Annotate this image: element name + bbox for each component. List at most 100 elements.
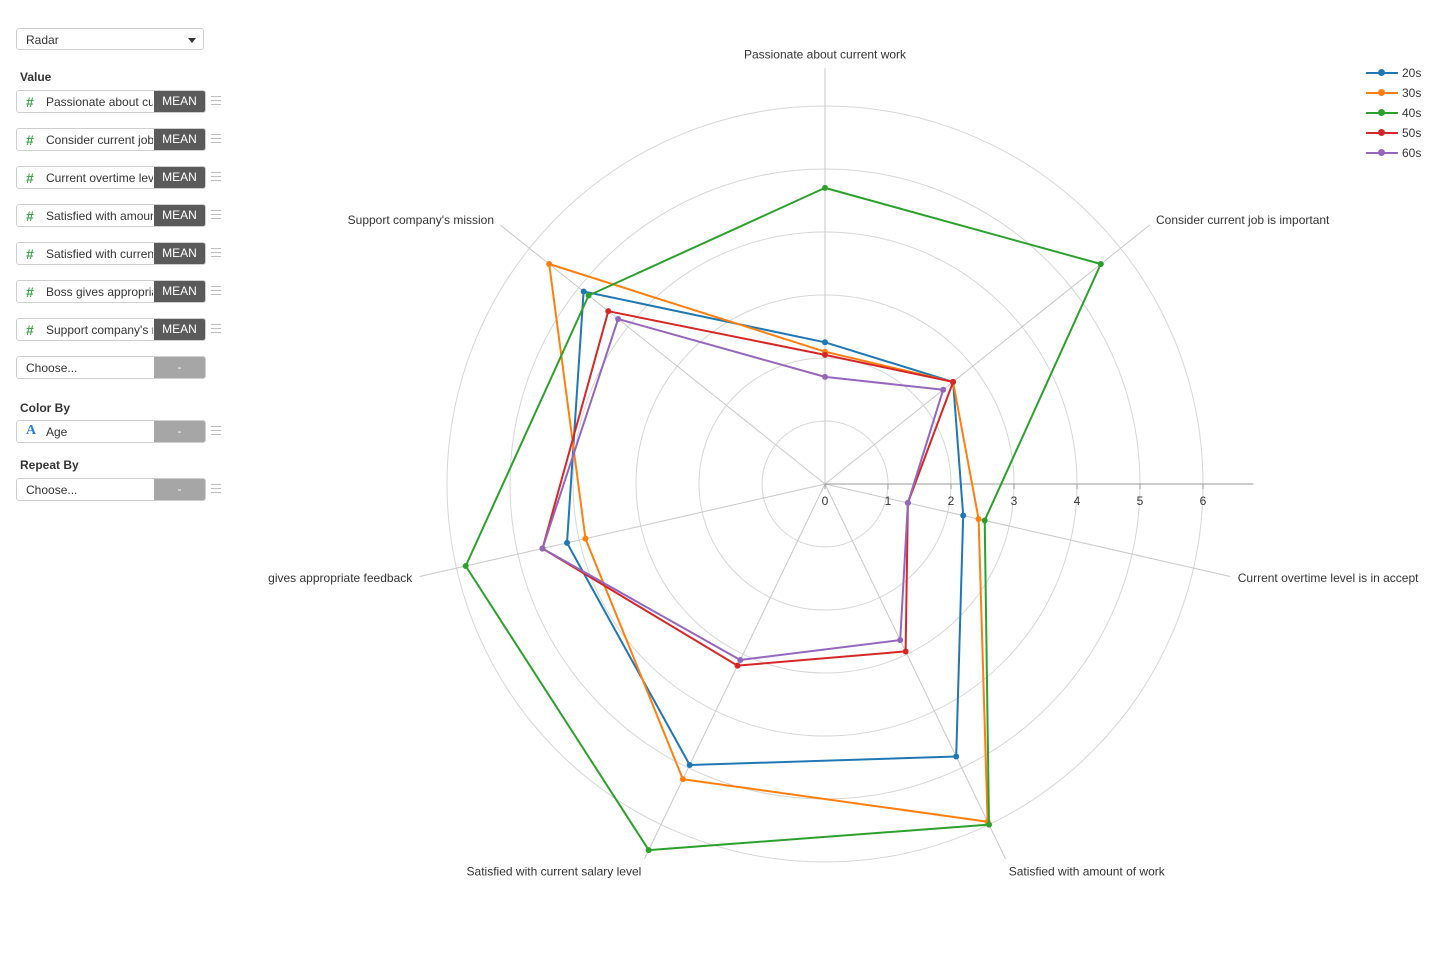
legend-item-40s[interactable]: 40s [1362,104,1442,124]
series-point-50s [902,648,909,655]
value-column-pill[interactable]: # Boss gives appropriate feedback MEAN [16,280,206,303]
scale-tick-label: 0 [822,494,829,508]
repeat-by-dropdown[interactable]: Choose... - [16,478,206,501]
color-by-pill[interactable]: A Age - [16,420,206,443]
radar-chart: Passionate about current work Consider cu… [268,48,1419,879]
drag-handle-icon[interactable] [211,324,221,336]
legend-item-50s[interactable]: 50s [1362,124,1442,144]
value-column-pill[interactable]: # Satisfied with current salary level ME… [16,242,206,265]
series-point-60s [615,316,622,323]
value-column-pill[interactable]: # Support company's mission MEAN [16,318,206,341]
number-type-icon: # [26,94,34,110]
color-by-section-title: Color By [20,401,71,415]
axis-label: Current overtime level is in accept [1238,571,1419,585]
number-type-icon: # [26,246,34,262]
drag-handle-icon[interactable] [211,484,221,496]
value-column-pill[interactable]: # Satisfied with amount of work MEAN [16,204,206,227]
series-point-60s [904,499,911,506]
scale-tick-label: 4 [1074,494,1081,508]
legend-item-60s[interactable]: 60s [1362,144,1442,164]
aggregation-button[interactable]: MEAN [154,129,205,150]
drag-handle-icon[interactable] [211,248,221,260]
series-point-20s [686,761,693,768]
series-point-40s [462,563,469,570]
drag-handle-icon[interactable] [211,286,221,298]
settings-sidebar: Radar Value # Passionate about current w… [0,0,240,980]
number-type-icon: # [26,170,34,186]
series-line-40s [464,186,1102,852]
series-point-30s [582,535,589,542]
legend-label: 20s [1402,66,1422,80]
value-column-label: Current overtime level is in acceptable [46,171,153,185]
chevron-down-icon [188,38,196,43]
value-column-label: Satisfied with amount of work [46,209,153,223]
repeat-by-placeholder: Choose... [26,483,78,497]
legend-marker [1378,89,1385,96]
value-column-pill[interactable]: # Passionate about current work MEAN [16,90,206,113]
series-point-40s [822,184,828,191]
choose-value-dropdown[interactable]: Choose... - [16,356,206,379]
axis-spoke [499,224,826,485]
legend-marker [1378,69,1385,76]
color-by-option-button[interactable]: - [154,421,205,442]
series-point-60s [737,656,744,663]
drag-handle-icon[interactable] [211,426,221,438]
value-column-pill[interactable]: # Consider current job is important MEAN [16,128,206,151]
drag-handle-icon[interactable] [211,96,221,108]
choose-value-aggregation-button[interactable]: - [154,357,205,378]
value-section-title: Value [20,70,52,84]
color-by-label: Age [46,425,68,439]
axis-label: Passionate about current work [744,48,907,62]
drag-handle-icon[interactable] [211,172,221,184]
chart-type-select[interactable]: Radar [16,28,204,50]
series-point-60s [822,373,828,380]
axis-spoke [419,483,826,578]
value-column-pill[interactable]: # Current overtime level is in acceptabl… [16,166,206,189]
series-line-50s [541,310,955,667]
axis-label: Support company's mission [348,213,494,227]
scale-tick-label: 3 [1011,494,1018,508]
number-type-icon: # [26,284,34,300]
series-point-30s [546,261,553,268]
legend-item-20s[interactable]: 20s [1362,64,1442,84]
series-point-20s [580,288,587,295]
value-column-label: Passionate about current work [46,95,153,109]
legend-item-30s[interactable]: 30s [1362,84,1442,104]
series-point-30s [975,516,982,523]
series-point-20s [953,753,960,760]
text-type-icon: A [26,423,37,438]
aggregation-button[interactable]: MEAN [154,91,205,112]
scale-tick-label: 6 [1200,494,1207,508]
value-column-label: Boss gives appropriate feedback [46,285,153,299]
series-point-40s [585,292,592,299]
axis-label: gives appropriate feedback [268,571,413,585]
choose-value-placeholder: Choose... [26,361,78,375]
aggregation-button[interactable]: MEAN [154,319,205,340]
series-line-20s [566,290,965,766]
chart-legend: 20s 30s 40s 50s 60s [1362,64,1442,164]
axis-label: Satisfied with amount of work [1009,864,1166,878]
aggregation-button[interactable]: MEAN [154,167,205,188]
number-type-icon: # [26,208,34,224]
repeat-by-section-title: Repeat By [20,458,79,472]
axis-label: Satisfied with current salary level [467,864,642,878]
drag-handle-icon[interactable] [211,134,221,146]
series-point-60s [940,386,947,393]
aggregation-button[interactable]: MEAN [154,243,205,264]
legend-marker [1378,109,1385,116]
value-column-label: Consider current job is important [46,133,153,147]
drag-handle-icon[interactable] [211,210,221,222]
series-point-20s [822,339,828,346]
scale-tick-label: 2 [948,494,955,508]
series-point-30s [679,776,686,783]
series-point-60s [539,545,546,552]
number-type-icon: # [26,322,34,338]
series-point-20s [960,512,967,519]
series-point-50s [950,378,957,385]
axis-spoke [824,224,1151,485]
repeat-by-option-button[interactable]: - [154,479,205,500]
aggregation-button[interactable]: MEAN [154,205,205,226]
aggregation-button[interactable]: MEAN [154,281,205,302]
scale-tick-label: 5 [1137,494,1144,508]
legend-label: 40s [1402,106,1422,120]
